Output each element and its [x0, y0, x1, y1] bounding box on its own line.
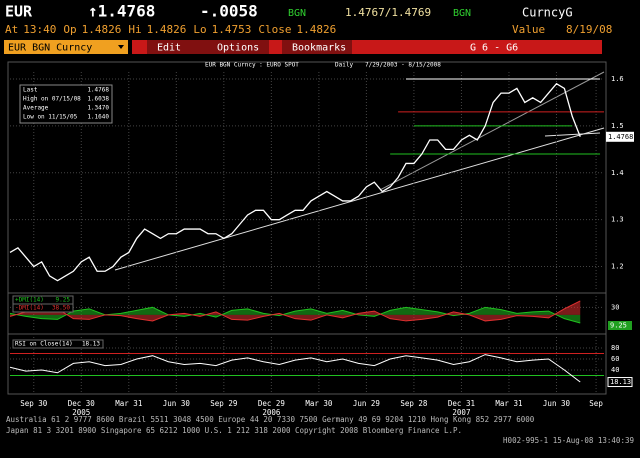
field-value: 1.4826: [297, 23, 337, 36]
legend-box: [12, 339, 104, 349]
legend-name: -DMI(14): [15, 305, 44, 312]
trend-line: [114, 127, 605, 271]
last-price-box: [606, 131, 634, 142]
menu-button[interactable]: [282, 40, 352, 54]
y-tick-label: 1.2: [611, 263, 624, 271]
x-tick-label: Mar 30: [305, 399, 333, 408]
chart-frequency: Daily: [335, 62, 353, 69]
y-tick-label: 1.6: [611, 75, 624, 83]
legend-name: +DMI(14): [15, 297, 44, 304]
value-label: Value: [512, 23, 545, 36]
price: ↑1.4768: [88, 2, 155, 21]
ticker: EUR: [5, 3, 33, 21]
legend-box: [12, 303, 74, 313]
y-tick-label: 1.5: [611, 122, 624, 130]
menu-button[interactable]: [147, 40, 209, 54]
x-tick-label: Dec 29: [258, 399, 285, 408]
stats-box: [19, 84, 113, 124]
stats-value: 1.4768: [87, 87, 109, 94]
value-date: 8/19/08: [566, 23, 612, 36]
field-value: 1.4826: [82, 23, 122, 36]
menu-item: Edit: [157, 43, 181, 54]
field-value: 1.4753: [212, 23, 252, 36]
market: CurncyG: [522, 6, 573, 20]
y-tick-label: 1.4: [611, 169, 624, 177]
trend-line: [544, 132, 601, 137]
last-price-label: 1.4768: [608, 133, 633, 141]
x-tick-label: Sep 29: [210, 399, 237, 408]
legend-value: 38.50: [52, 305, 70, 312]
field-label: Close: [258, 23, 291, 36]
menu-page: G 6 - G6: [470, 43, 518, 54]
stats-value: 1.6038: [87, 96, 109, 103]
price-line: [9, 300, 581, 322]
stats-value: 1.1640: [87, 114, 109, 121]
x-tick-label: Jun 30: [163, 399, 191, 408]
source: BGN: [288, 8, 306, 19]
x-tick-label: Sep 28: [400, 399, 428, 408]
trend-line: [379, 71, 605, 191]
legend-value: 9.25: [56, 297, 71, 304]
year-label: 2005: [72, 408, 90, 417]
stats-label: Low on 11/15/05: [23, 114, 78, 121]
x-tick-label: Sep 30: [20, 399, 48, 408]
chart-frame: [7, 61, 607, 395]
security-text: EUR BGN Curncy: [8, 43, 92, 54]
x-tick-label: Mar 31: [115, 399, 142, 408]
legend-value: 18.13: [82, 341, 100, 348]
field-label: Lo: [193, 23, 206, 36]
year-label: 2006: [262, 408, 281, 417]
last-value-label: 9.25: [610, 322, 627, 330]
menu-button[interactable]: [207, 40, 269, 54]
stats-label: Last: [23, 87, 38, 94]
y-tick-label: 60: [611, 355, 619, 363]
x-tick-label: Dec 31: [448, 399, 475, 408]
footer-text: H002-995-1 15-Aug-08 13:40:39: [503, 436, 634, 445]
y-tick-label: 30: [611, 303, 619, 311]
legend-name: RSI on Close(14): [15, 341, 73, 348]
field-value: 1.4826: [147, 23, 187, 36]
stats-label: High on 07/15/08: [23, 96, 81, 103]
security-field[interactable]: [4, 40, 128, 54]
last-value-label: 18.13: [610, 378, 631, 386]
field-label: Op: [63, 23, 76, 36]
y-tick-label: 1.3: [611, 216, 624, 224]
dropdown-arrow: [118, 45, 124, 49]
chart-range: 7/29/2003 - 8/15/2008: [365, 62, 441, 69]
x-tick-label: Jun 29: [353, 399, 380, 408]
dmi-area: [10, 300, 581, 321]
y-tick-label: 40: [611, 366, 619, 374]
field-label: At: [5, 23, 18, 36]
year-label: 2007: [452, 408, 470, 417]
stats-value: 1.3470: [87, 105, 109, 112]
chart-title: EUR BGN Curncy : EURO SPOT: [205, 62, 299, 69]
price-line: [9, 82, 581, 282]
source: BGN: [453, 8, 471, 19]
field-label: Hi: [128, 23, 141, 36]
dmi-area: [10, 307, 581, 324]
x-tick-label: Jun 30: [543, 399, 571, 408]
footer-text: Japan 81 3 3201 8900 Singapore 65 6212 1…: [6, 426, 462, 435]
last-value-box: [607, 377, 633, 388]
footer-text: Australia 61 2 9777 8600 Brazil 5511 304…: [6, 415, 535, 424]
last-value-box: [608, 321, 632, 330]
field-value: 13:40: [23, 23, 56, 36]
change: -.0058: [200, 2, 258, 21]
menu-item: Options: [217, 43, 259, 54]
x-tick-label: Sep: [589, 399, 603, 408]
bid-ask: 1.4767/1.4769: [345, 6, 431, 19]
menu-item: Bookmarks: [292, 43, 346, 54]
stats-label: Average: [23, 105, 49, 112]
price-line: [9, 354, 581, 383]
x-tick-label: Mar 31: [495, 399, 522, 408]
y-tick-label: 80: [611, 344, 619, 352]
x-tick-label: Dec 30: [68, 399, 96, 408]
